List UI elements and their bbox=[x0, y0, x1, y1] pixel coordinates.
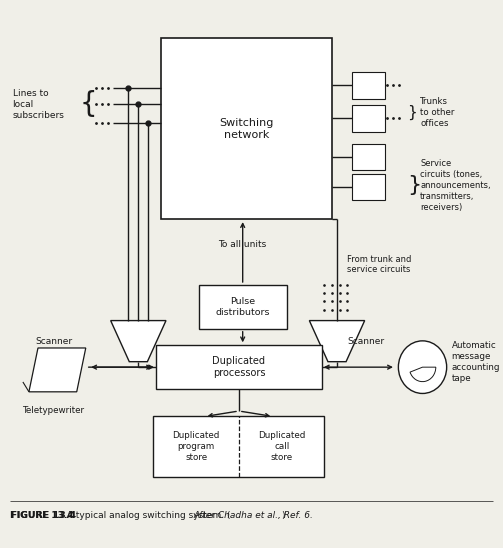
Text: Lines to
local
subscribers: Lines to local subscribers bbox=[13, 89, 64, 119]
Text: Duplicated
call
store: Duplicated call store bbox=[258, 431, 305, 462]
Text: Automatic
message
accounting
tape: Automatic message accounting tape bbox=[452, 340, 500, 383]
Text: FIGURE 13.4: FIGURE 13.4 bbox=[11, 511, 74, 520]
Polygon shape bbox=[111, 321, 166, 362]
Bar bbox=[352, 105, 385, 132]
Text: To all units: To all units bbox=[219, 241, 267, 249]
Text: FIGURE 13.4: FIGURE 13.4 bbox=[10, 511, 76, 520]
Text: {: { bbox=[79, 90, 97, 118]
Text: Scanner: Scanner bbox=[347, 336, 384, 346]
Text: }: } bbox=[407, 175, 422, 195]
Text: After Chadha et al., Ref. 6.: After Chadha et al., Ref. 6. bbox=[194, 511, 313, 520]
Text: Duplicated
processors: Duplicated processors bbox=[212, 356, 266, 378]
Circle shape bbox=[398, 341, 447, 393]
Text: Pulse
distributors: Pulse distributors bbox=[215, 297, 270, 317]
Bar bbox=[156, 345, 322, 389]
Text: Teletypewriter: Teletypewriter bbox=[22, 406, 84, 414]
Text: Switching
network: Switching network bbox=[219, 118, 274, 140]
Text: Trunks
to other
offices: Trunks to other offices bbox=[420, 97, 454, 128]
Text: Service
circuits (tones,
announcements,
transmitters,
receivers): Service circuits (tones, announcements, … bbox=[420, 158, 490, 212]
Text: Scanner: Scanner bbox=[36, 336, 73, 346]
Text: A typical analog switching system. (: A typical analog switching system. ( bbox=[61, 511, 231, 520]
Polygon shape bbox=[29, 348, 86, 392]
Bar bbox=[161, 38, 332, 219]
Bar bbox=[352, 144, 385, 170]
Wedge shape bbox=[410, 367, 436, 381]
Bar bbox=[352, 174, 385, 200]
Polygon shape bbox=[309, 321, 365, 362]
Text: From trunk and
service circuits: From trunk and service circuits bbox=[347, 255, 411, 274]
Bar bbox=[199, 285, 287, 329]
Bar bbox=[352, 72, 385, 99]
Bar bbox=[153, 416, 324, 477]
Text: }: } bbox=[407, 105, 417, 120]
Text: ): ) bbox=[282, 511, 285, 520]
Text: Duplicated
program
store: Duplicated program store bbox=[173, 431, 220, 462]
